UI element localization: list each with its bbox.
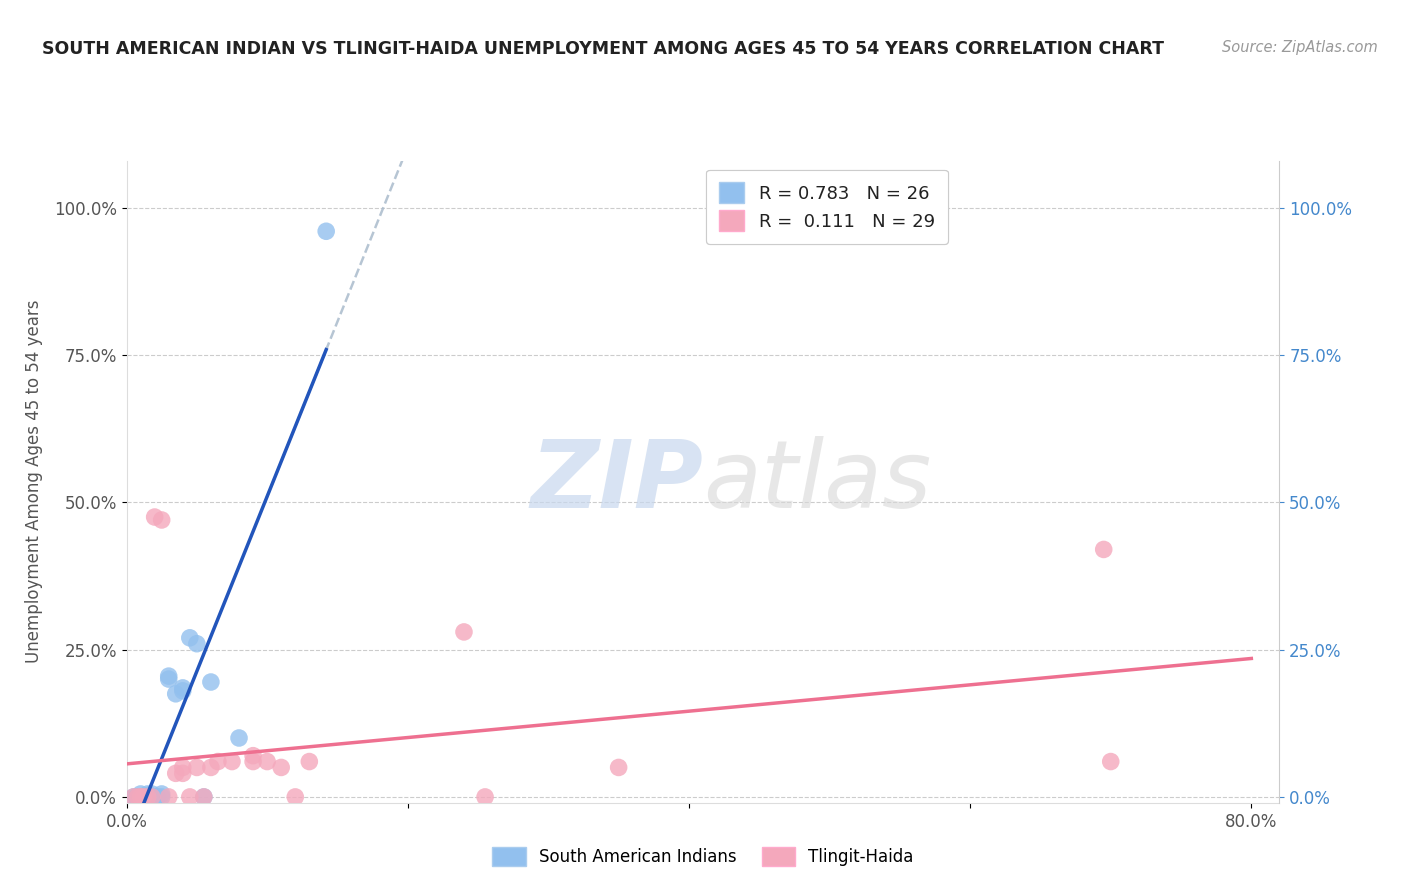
Point <box>122 789 145 804</box>
Point <box>207 755 229 769</box>
Point <box>172 760 194 774</box>
Point <box>474 789 496 804</box>
Point <box>136 787 159 801</box>
Point <box>141 789 163 804</box>
Point <box>1099 755 1122 769</box>
Legend: South American Indians, Tlingit-Haida: South American Indians, Tlingit-Haida <box>484 838 922 875</box>
Legend: R = 0.783   N = 26, R =  0.111   N = 29: R = 0.783 N = 26, R = 0.111 N = 29 <box>706 169 948 244</box>
Point <box>129 789 152 804</box>
Point <box>607 760 630 774</box>
Point <box>150 787 173 801</box>
Point <box>200 675 222 690</box>
Point <box>242 748 264 763</box>
Point <box>165 766 187 780</box>
Point <box>132 789 155 804</box>
Point <box>193 789 215 804</box>
Text: Source: ZipAtlas.com: Source: ZipAtlas.com <box>1222 40 1378 55</box>
Point <box>315 224 337 238</box>
Point <box>256 755 278 769</box>
Point <box>129 789 152 804</box>
Point <box>165 687 187 701</box>
Point <box>150 789 173 804</box>
Point <box>179 789 201 804</box>
Point <box>127 789 149 804</box>
Point <box>132 789 155 804</box>
Point <box>143 789 166 804</box>
Point <box>122 789 145 804</box>
Point <box>134 789 156 804</box>
Point <box>136 789 159 804</box>
Point <box>193 789 215 804</box>
Point <box>172 681 194 695</box>
Point <box>298 755 321 769</box>
Point <box>139 789 162 804</box>
Point <box>172 683 194 698</box>
Point <box>157 669 180 683</box>
Point <box>129 787 152 801</box>
Point <box>242 755 264 769</box>
Text: SOUTH AMERICAN INDIAN VS TLINGIT-HAIDA UNEMPLOYMENT AMONG AGES 45 TO 54 YEARS CO: SOUTH AMERICAN INDIAN VS TLINGIT-HAIDA U… <box>42 40 1164 58</box>
Point <box>228 731 250 745</box>
Point <box>127 789 149 804</box>
Text: atlas: atlas <box>703 436 931 527</box>
Point <box>1092 542 1115 557</box>
Point <box>186 760 208 774</box>
Text: ZIP: ZIP <box>530 435 703 528</box>
Point <box>157 672 180 686</box>
Point <box>172 766 194 780</box>
Y-axis label: Unemployment Among Ages 45 to 54 years: Unemployment Among Ages 45 to 54 years <box>25 300 42 664</box>
Point <box>186 637 208 651</box>
Point <box>141 787 163 801</box>
Point <box>179 631 201 645</box>
Point <box>157 789 180 804</box>
Point <box>136 789 159 804</box>
Point <box>221 755 243 769</box>
Point <box>125 789 148 804</box>
Point <box>453 624 475 639</box>
Point <box>284 789 307 804</box>
Point <box>270 760 292 774</box>
Point <box>200 760 222 774</box>
Point <box>150 513 173 527</box>
Point <box>143 510 166 524</box>
Point <box>146 789 169 804</box>
